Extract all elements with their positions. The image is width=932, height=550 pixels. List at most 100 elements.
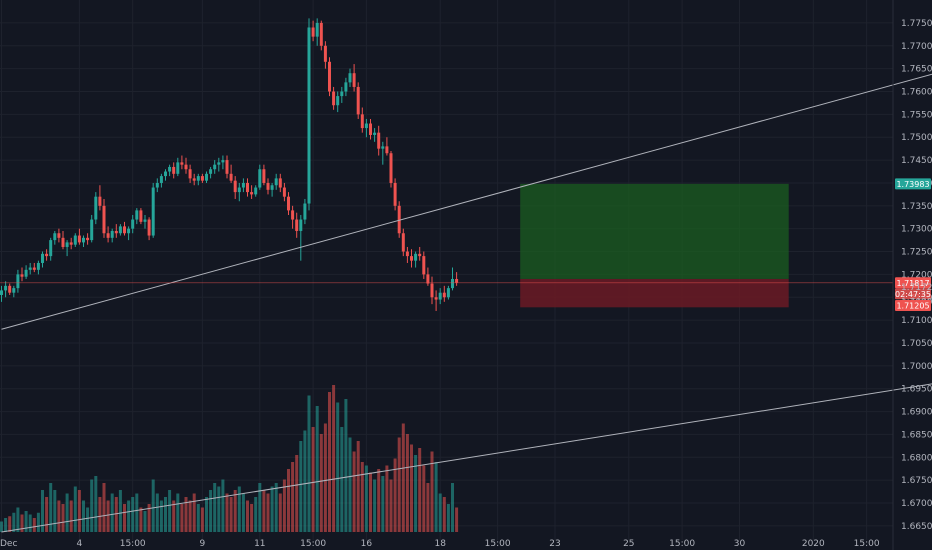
candle-body (389, 153, 393, 183)
candle-body (352, 73, 356, 87)
candle-body (28, 267, 32, 270)
volume-bar (20, 514, 24, 532)
candle-body (360, 114, 364, 129)
candle-body (446, 288, 450, 298)
time-axis[interactable]: Dec 4 15:00 9 11 15:00 16 18 15:00 23 25 15:00 30 202… (0, 539, 880, 549)
countdown-badge (895, 288, 931, 300)
volume-bar (451, 483, 454, 532)
volume-bar (381, 476, 385, 532)
volume-bar (418, 448, 422, 532)
candle-body (151, 187, 155, 236)
time-tick-label: 9 (200, 539, 206, 549)
candle-body (397, 205, 401, 234)
candle-body (430, 283, 434, 298)
candle-body (106, 233, 110, 238)
candle-body (98, 196, 102, 206)
candle-body (196, 176, 200, 181)
candle-body (434, 297, 438, 300)
volume-bar (28, 514, 32, 532)
volume-bar (184, 497, 188, 532)
time-tick-label: 15:00 (300, 539, 326, 549)
volume-bar (229, 497, 233, 532)
volume-bar (225, 493, 229, 532)
candle-body (32, 267, 36, 270)
volume-bar (53, 490, 57, 532)
volume-bar (430, 451, 434, 532)
volume-bar (159, 500, 163, 532)
profit-zone (520, 183, 789, 279)
candle-body (123, 226, 126, 234)
candle-body (36, 262, 40, 270)
volume-bar (24, 511, 28, 532)
price-tick-label: 1.74500 (901, 156, 932, 166)
long-position-tool[interactable] (520, 183, 789, 308)
candle-body (418, 253, 422, 257)
candle-body (217, 162, 221, 165)
price-tick-label: 1.73000 (901, 225, 932, 235)
volume-bar (410, 444, 413, 532)
time-tick-label: 23 (549, 539, 560, 549)
volume-bar (434, 462, 438, 532)
candle-body (451, 278, 454, 289)
price-tick-label: 1.76000 (901, 88, 932, 98)
candle-body (90, 219, 94, 241)
volume-bar (291, 462, 295, 532)
candle-body (287, 196, 290, 211)
volume-bar (241, 493, 245, 532)
volume-bar (45, 497, 49, 532)
volume-bar (328, 392, 331, 532)
candle-body (426, 274, 430, 284)
volume-bar (180, 504, 184, 532)
candle-body (336, 96, 340, 106)
candle-body (147, 219, 151, 236)
volume-bar (8, 516, 12, 532)
volume-bar (295, 455, 299, 532)
volume-bar (336, 402, 340, 532)
volume-bar (389, 479, 393, 532)
trendlines[interactable] (0, 64, 932, 533)
volume-bar (455, 507, 459, 532)
candle-body (159, 176, 163, 183)
time-tick-label: 15:00 (854, 539, 880, 549)
price-tick-label: 1.71000 (901, 316, 932, 326)
price-axis[interactable]: 1.77500 1.77000 1.76500 1.76000 1.75500 1.750… (892, 0, 932, 550)
volume-bar (287, 469, 290, 532)
candle-body (364, 123, 368, 129)
volume-bar (131, 497, 135, 532)
volume-bar (332, 385, 336, 532)
candle-body (229, 173, 233, 181)
volume-bar (16, 507, 20, 532)
volume-bar (442, 497, 446, 532)
candle-body (282, 187, 286, 197)
volume-bar (82, 500, 85, 532)
stop-price-badge (895, 299, 931, 311)
price-tick-label: 1.75500 (901, 110, 932, 120)
candle-body (377, 132, 381, 149)
candle-body (110, 230, 114, 238)
candle-body (86, 237, 90, 241)
price-tick-label: 1.70500 (901, 339, 932, 349)
price-badges: 1.739831.7181702:47:351.717211.709001.71… (895, 178, 932, 311)
volume-bar (303, 430, 307, 532)
volume-bar (348, 437, 352, 532)
candle-body (155, 182, 159, 188)
volume-bar (274, 483, 278, 532)
candle-body (455, 278, 459, 283)
candle-body (69, 242, 73, 245)
volume-bar (446, 504, 450, 532)
candle-body (410, 256, 413, 261)
volume-bar (356, 441, 360, 532)
volume-bar (196, 504, 200, 532)
volume-bar (49, 483, 53, 532)
candle-body (49, 240, 53, 257)
volume-bar (86, 507, 90, 532)
candle-body (172, 166, 176, 174)
candle-body (0, 290, 3, 295)
volume-bar (438, 493, 442, 532)
volume-bar (393, 458, 397, 532)
candle-body (311, 27, 315, 37)
volume-bar (143, 511, 147, 532)
volume-bar (246, 500, 249, 532)
price-tick-label: 1.77000 (901, 42, 932, 52)
